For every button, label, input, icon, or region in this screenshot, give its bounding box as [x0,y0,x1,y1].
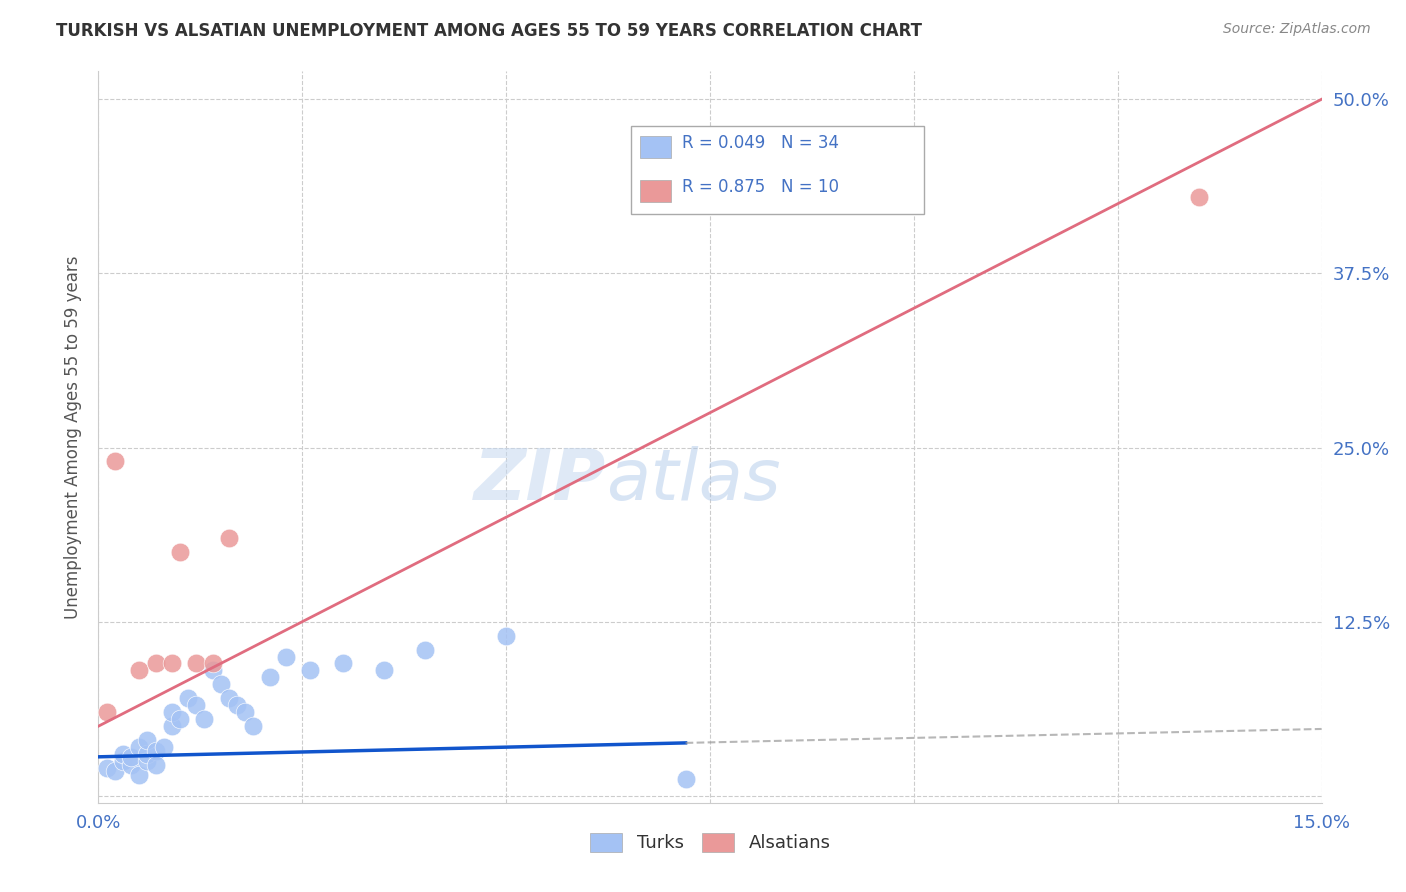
Point [111,747,134,761]
Point [128,768,150,782]
Point [1188,190,1211,204]
Point [495,629,517,643]
Point [177,691,200,706]
Point [169,712,191,726]
Point [169,545,191,559]
Point [186,657,208,671]
Point [675,772,697,786]
Point [96,761,118,775]
FancyBboxPatch shape [630,126,924,214]
Point [209,677,232,691]
Point [259,670,281,684]
Point [201,664,224,678]
Point [201,657,224,671]
Point [152,740,174,755]
Point [299,664,322,678]
Point [136,754,159,768]
Point [242,719,264,733]
Point [160,719,183,733]
Point [193,712,215,726]
Text: atlas: atlas [606,447,780,516]
FancyBboxPatch shape [640,136,671,158]
Point [413,642,436,657]
Point [145,758,167,772]
Point [226,698,249,713]
Point [104,454,127,468]
Point [160,705,183,719]
Point [233,705,256,719]
Text: R = 0.875   N = 10: R = 0.875 N = 10 [682,178,839,196]
Point [120,749,142,764]
Point [120,758,142,772]
Point [145,657,167,671]
Point [104,764,127,778]
Y-axis label: Unemployment Among Ages 55 to 59 years: Unemployment Among Ages 55 to 59 years [63,255,82,619]
Point [186,698,208,713]
Point [160,657,183,671]
FancyBboxPatch shape [640,179,671,202]
Text: Source: ZipAtlas.com: Source: ZipAtlas.com [1223,22,1371,37]
Point [111,754,134,768]
Point [332,657,354,671]
Point [96,705,118,719]
Point [218,531,240,545]
Point [373,664,395,678]
Text: R = 0.049   N = 34: R = 0.049 N = 34 [682,134,839,152]
Legend: Turks, Alsatians: Turks, Alsatians [582,826,838,860]
Point [128,740,150,755]
Point [274,649,297,664]
Point [128,664,150,678]
Point [136,733,159,747]
Text: TURKISH VS ALSATIAN UNEMPLOYMENT AMONG AGES 55 TO 59 YEARS CORRELATION CHART: TURKISH VS ALSATIAN UNEMPLOYMENT AMONG A… [56,22,922,40]
Point [136,747,159,761]
Text: ZIP: ZIP [474,447,606,516]
Point [145,744,167,758]
Point [218,691,240,706]
